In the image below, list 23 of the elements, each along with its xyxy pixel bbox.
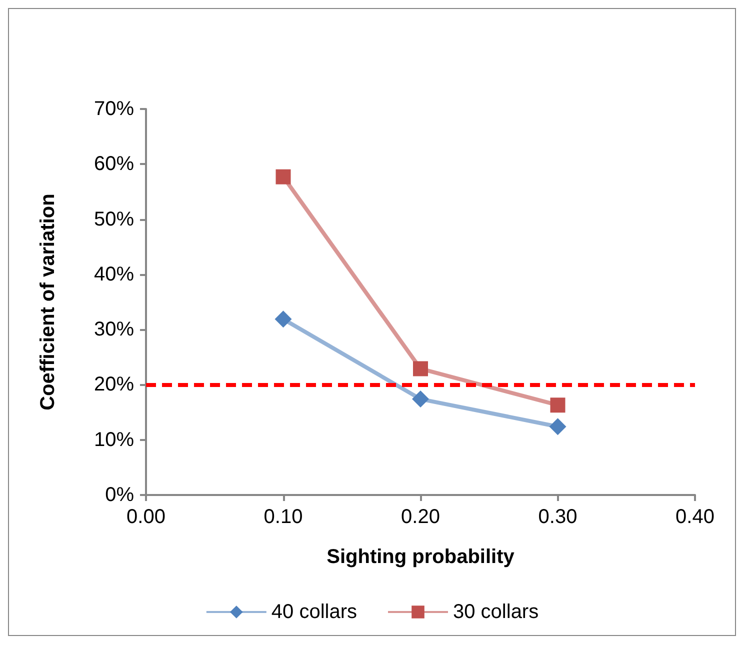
y-tick-label: 10% xyxy=(94,428,134,451)
x-tick-label: 0.20 xyxy=(401,506,440,528)
y-tick-label: 0% xyxy=(105,484,134,506)
y-tick-label: 50% xyxy=(94,208,134,230)
y-tick-label: 70% xyxy=(94,98,134,120)
y-tick-label: 40% xyxy=(94,263,134,286)
x-tick-label: 0.10 xyxy=(264,506,303,528)
legend-label: 40 collars xyxy=(271,601,358,623)
point xyxy=(276,169,291,184)
x-tick-label: 0.30 xyxy=(538,506,578,528)
point xyxy=(413,361,428,376)
point xyxy=(274,310,292,328)
x-axis-title: Sighting probability xyxy=(326,546,516,568)
y-tick-label: 30% xyxy=(94,318,134,341)
y-axis-title: Coefficient of variation xyxy=(37,194,59,410)
y-tick-label: 60% xyxy=(94,153,134,176)
x-tick-label: 0.00 xyxy=(126,506,166,528)
point xyxy=(549,418,566,436)
point xyxy=(412,390,429,408)
y-tick-label: 20% xyxy=(94,374,134,396)
legend-label: 30 collars xyxy=(453,601,539,623)
x-tick-label: 0.40 xyxy=(676,506,714,528)
point xyxy=(550,398,566,413)
